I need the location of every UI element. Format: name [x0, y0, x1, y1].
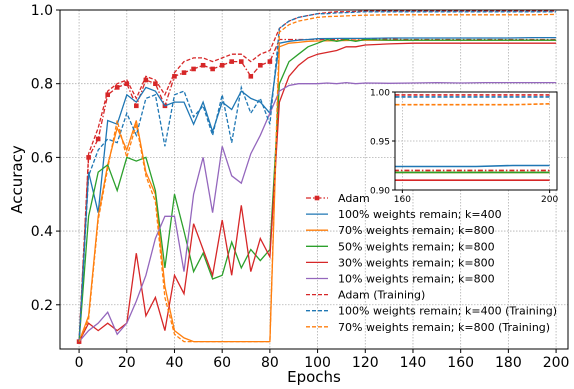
- x-tick-label-4: 80: [261, 355, 279, 371]
- x-tick-label-1: 20: [118, 355, 136, 371]
- series-marker-0-11: [181, 70, 187, 75]
- y-tick-label-4: 1.0: [31, 3, 53, 19]
- x-ticks: 0 20 40 60 80 100 120 140 160 180 200: [75, 349, 570, 371]
- series-line-6: [78, 10, 557, 342]
- inset-y-tick-label-0: 0.90: [370, 187, 390, 197]
- series-marker-0-19: [258, 62, 263, 68]
- series-marker-0-20: [267, 59, 273, 64]
- series-marker-0-12: [191, 66, 196, 72]
- x-tick-label-10: 200: [543, 355, 570, 371]
- legend-label-6: Adam (Training): [338, 289, 425, 302]
- series-marker-0-18: [248, 74, 254, 79]
- series-line-1: [78, 36, 557, 342]
- series-marker-0-13: [200, 62, 206, 68]
- y-ticks: 0.2 0.4 0.6 0.8 1.0: [31, 3, 60, 314]
- inset-x-tick-label-0: 160: [394, 195, 411, 205]
- x-tick-label-8: 160: [447, 355, 474, 371]
- x-tick-label-5: 100: [304, 355, 331, 371]
- series-marker-0-1: [86, 155, 91, 160]
- y-tick-label-0: 0.2: [31, 298, 53, 314]
- y-tick-label-1: 0.4: [31, 224, 53, 240]
- inset-y-tick-label-1: 0.95: [370, 138, 390, 148]
- legend-label-8: 70% weights remain; k=800 (Training): [338, 321, 550, 334]
- series-marker-0-5: [124, 81, 130, 86]
- series-marker-0-8: [153, 81, 158, 86]
- inset-series-group: [395, 94, 550, 181]
- x-tick-label-0: 0: [75, 355, 84, 371]
- x-tick-label-2: 40: [166, 355, 184, 371]
- y-tick-label-3: 0.8: [31, 77, 53, 93]
- series-marker-0-4: [114, 85, 120, 90]
- plot-frame: [59, 9, 569, 350]
- series-group: [76, 10, 557, 344]
- series-marker-0-7: [143, 77, 149, 83]
- x-axis-label: Epochs: [287, 368, 341, 385]
- legend: Adam 100% weights remain; k=400 70% weight…: [306, 192, 557, 334]
- series-marker-0-15: [219, 62, 225, 68]
- series-line-8: [78, 13, 557, 343]
- y-tick-label-2: 0.6: [31, 150, 53, 166]
- legend-label-3: 50% weights remain; k=800: [338, 240, 495, 253]
- legend-label-0: Adam: [338, 192, 370, 205]
- series-marker-0-14: [210, 66, 215, 72]
- x-tick-label-6: 120: [352, 355, 379, 371]
- series-marker-0-0: [76, 339, 82, 344]
- inset-zoom: 160 200 0.90 0.95 1.00: [370, 89, 559, 206]
- x-tick-label-3: 60: [213, 355, 231, 371]
- series-marker-0-6: [134, 103, 139, 109]
- series-line-4: [78, 42, 557, 342]
- inset-x-tick-label-1: 200: [541, 195, 558, 205]
- legend-label-5: 10% weights remain; k=800: [338, 273, 495, 286]
- legend-label-7: 100% weights remain; k=400 (Training): [338, 305, 557, 318]
- legend-label-2: 70% weights remain; k=800: [338, 224, 495, 237]
- series-marker-0-10: [172, 74, 177, 79]
- series-marker-0-17: [238, 59, 244, 64]
- series-line-3: [78, 38, 557, 342]
- legend-marker-0: [314, 195, 320, 201]
- series-line-5: [78, 81, 557, 343]
- x-tick-label-9: 180: [495, 355, 522, 371]
- legend-label-1: 100% weights remain; k=400: [338, 208, 502, 221]
- inset-series-line-1: [395, 164, 550, 168]
- series-marker-0-3: [105, 92, 110, 98]
- y-axis-label: Accuracy: [8, 145, 26, 214]
- series-line-7: [78, 11, 557, 342]
- series-marker-0-2: [95, 136, 101, 142]
- inset-y-tick-label-2: 1.00: [370, 89, 390, 99]
- x-tick-label-7: 140: [400, 355, 427, 371]
- legend-label-4: 30% weights remain; k=800: [338, 256, 495, 269]
- inset-series-line-8: [395, 103, 550, 106]
- series-marker-0-16: [229, 59, 235, 64]
